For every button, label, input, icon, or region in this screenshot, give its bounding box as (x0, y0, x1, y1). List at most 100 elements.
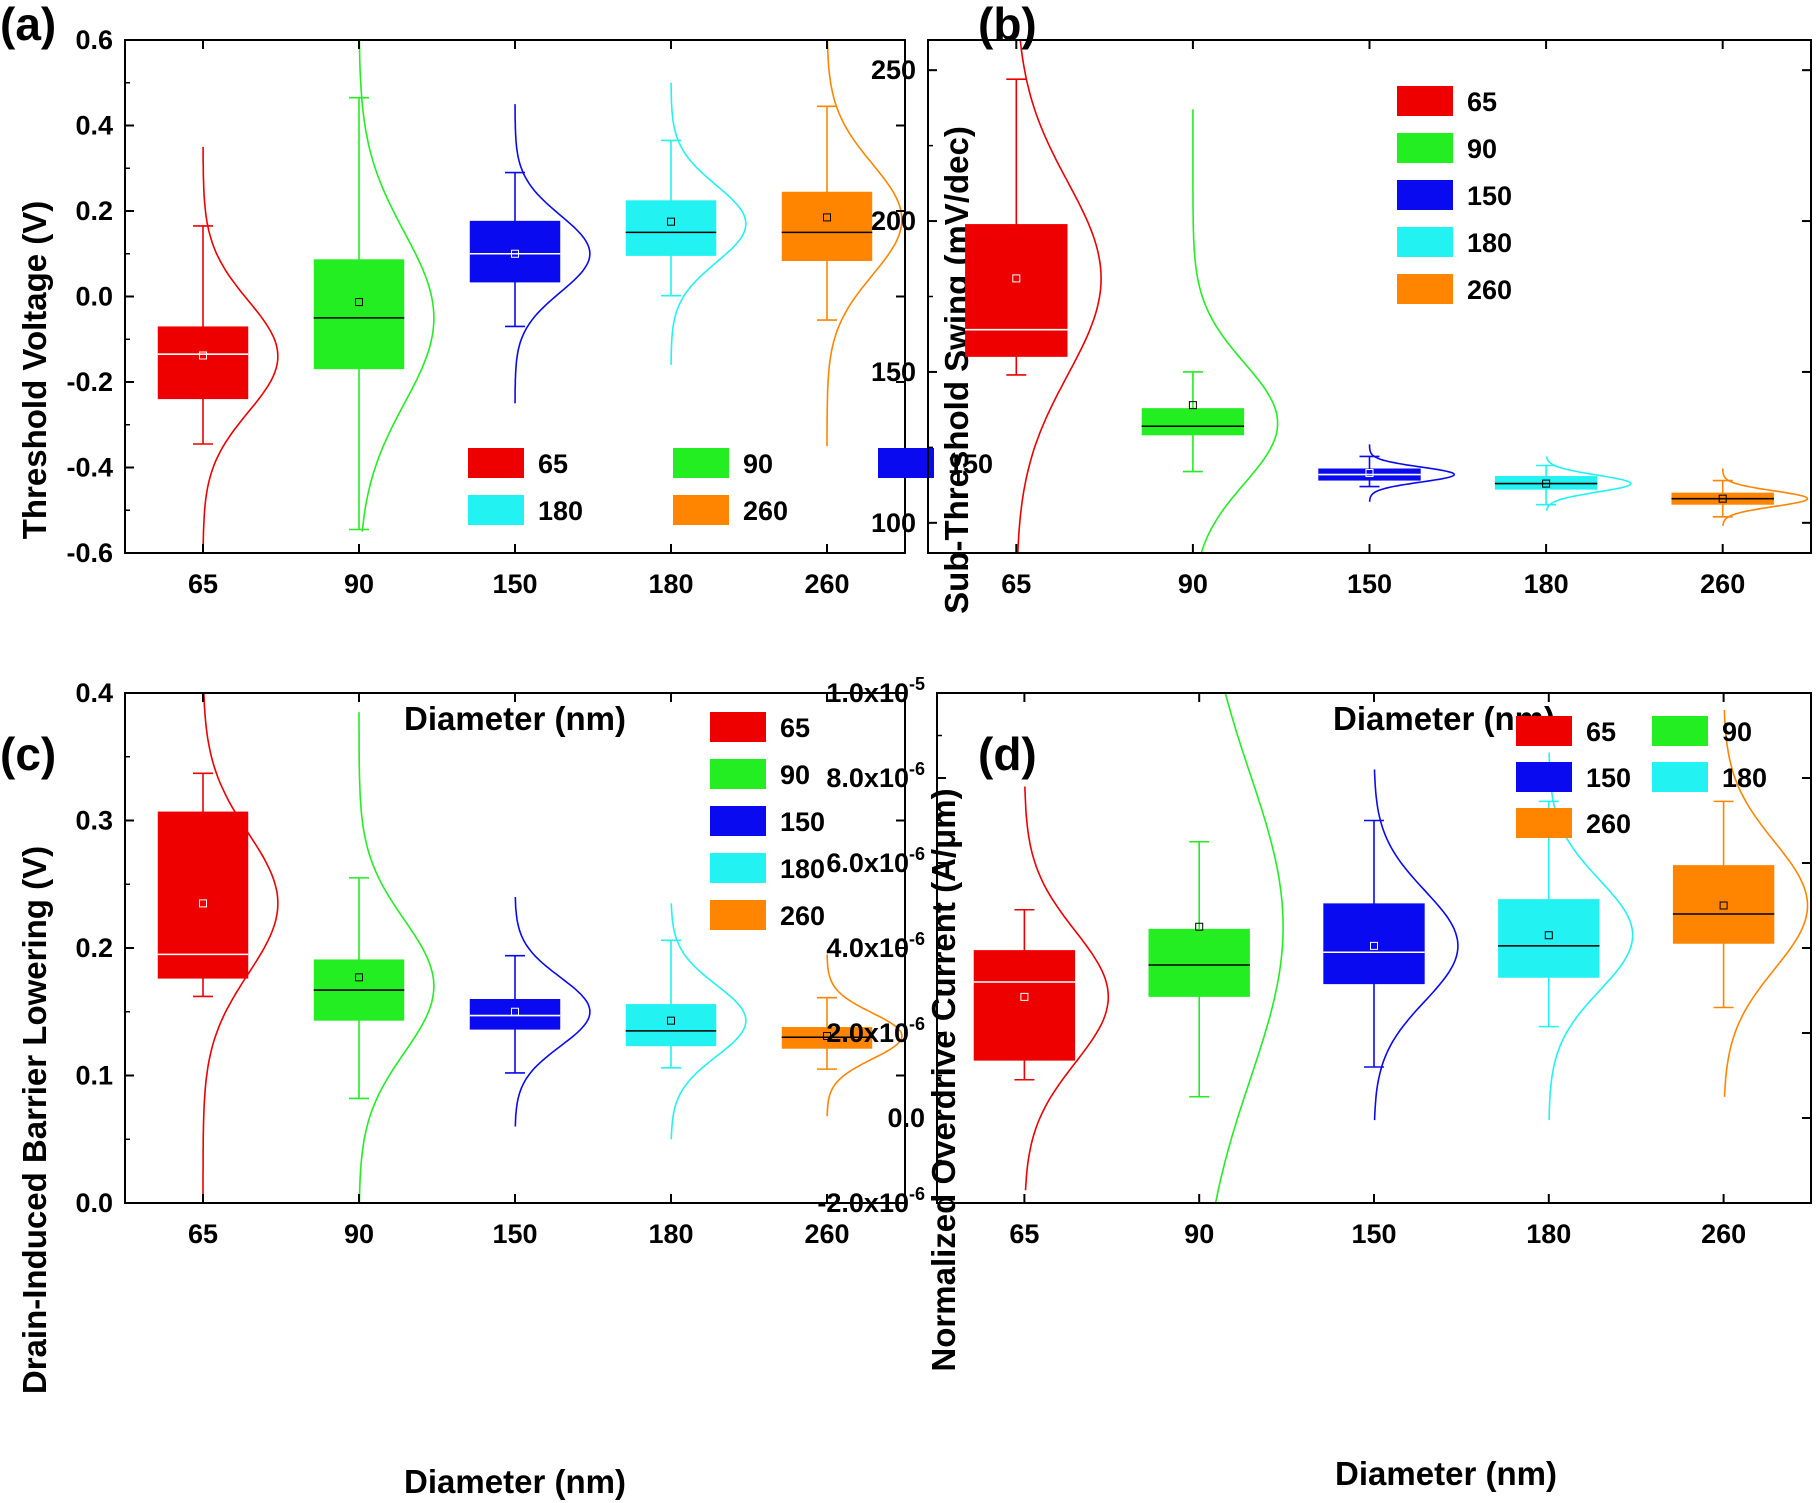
series-65 (157, 693, 279, 1203)
legend-swatch-150 (1516, 762, 1572, 792)
legend-item-90: 90 (1397, 133, 1497, 164)
mean-marker-180 (1544, 931, 1553, 940)
x-tick-label: 180 (1526, 1219, 1571, 1249)
mean-marker-180 (667, 1016, 675, 1025)
x-tick-label: 65 (1001, 569, 1031, 599)
legend-item-180: 180 (710, 853, 825, 884)
legend-item-260: 260 (1516, 808, 1631, 839)
x-axis-title-a: Diameter (nm) (404, 700, 626, 737)
legend-label-90: 90 (780, 760, 810, 790)
y-tick-label: 2.0x10-6 (826, 1014, 925, 1048)
box-65 (157, 326, 249, 400)
legend-label-150: 150 (780, 807, 825, 837)
y-tick-label: 200 (871, 206, 916, 236)
legend-item-65: 65 (1516, 716, 1616, 747)
panel-c: (c) Drain-Induced Barrier Lowering (V) D… (0, 678, 906, 1500)
x-tick-label: 150 (1351, 1219, 1396, 1249)
legend-item-65: 65 (710, 712, 810, 743)
y-tick-label-exponent: -6 (909, 1014, 925, 1034)
mean-marker-90 (1195, 922, 1204, 931)
y-tick-label: -0.4 (66, 453, 113, 483)
mean-marker-65 (1012, 274, 1021, 283)
legend-swatch-150 (878, 448, 934, 478)
distribution-curve-150 (514, 104, 591, 404)
panel-a: (a) Threshold Voltage (V) Diameter (nm) … (0, 0, 993, 737)
y-tick-label: 150 (871, 357, 916, 387)
box-180 (625, 1004, 717, 1047)
y-tick-label: 0.3 (75, 806, 113, 836)
distribution-curve-90 (358, 40, 435, 532)
y-tick-label: -2.0x10-6 (817, 1184, 925, 1218)
legend-swatch-90 (673, 448, 729, 478)
legend-item-260: 260 (673, 495, 788, 526)
series-150 (469, 104, 591, 404)
legend-item-65: 65 (1397, 86, 1497, 117)
distribution-curve-260 (826, 40, 903, 447)
legend-item-65: 65 (468, 448, 568, 479)
legend-label-180: 180 (538, 496, 583, 526)
distribution-curve-150 (1373, 769, 1459, 1121)
box-150 (469, 999, 561, 1030)
x-tick-label: 180 (1524, 569, 1569, 599)
box-260 (781, 191, 873, 262)
distribution-curve-65 (202, 693, 279, 1203)
mean-marker-65 (1020, 992, 1029, 1001)
series-90 (313, 712, 435, 1203)
box-150 (1323, 903, 1425, 985)
panel-label-c: (c) (0, 728, 56, 780)
legend-label-90: 90 (743, 449, 773, 479)
mean-marker-150 (1365, 469, 1374, 478)
x-tick-label: 260 (804, 1219, 849, 1249)
legend: 65 90 150 180 260 (1516, 716, 1767, 839)
legend-swatch-180 (1397, 227, 1453, 257)
legend-swatch-180 (1652, 762, 1708, 792)
legend-label-180: 180 (1722, 763, 1767, 793)
panel-label-a: (a) (0, 0, 56, 50)
legend-label-260: 260 (743, 496, 788, 526)
distribution-curve-90 (1214, 693, 1284, 1203)
legend-swatch-90 (1652, 716, 1708, 746)
mean-marker-260 (1718, 494, 1727, 503)
distribution-curve-150 (1368, 444, 1456, 502)
legend-swatch-65 (710, 712, 766, 742)
box-180 (625, 200, 717, 256)
y-tick-label: 0.4 (75, 678, 113, 708)
mean-marker-150 (511, 1007, 519, 1016)
y-axis-title-c: Drain-Induced Barrier Lowering (V) (16, 846, 53, 1394)
x-tick-label: 150 (492, 569, 537, 599)
legend-swatch-90 (1397, 133, 1453, 163)
legend-swatch-260 (673, 495, 729, 525)
y-tick-label: 0.1 (75, 1061, 113, 1091)
legend-swatch-90 (710, 759, 766, 789)
legend-item-180: 180 (1397, 227, 1512, 258)
series-260 (1671, 468, 1809, 526)
legend-label-65: 65 (1586, 717, 1616, 747)
mean-marker-65 (199, 899, 207, 908)
y-tick-label: 8.0x10-6 (826, 759, 925, 793)
legend-swatch-180 (468, 495, 524, 525)
x-tick-label: 90 (1184, 1219, 1214, 1249)
legend-label-90: 90 (1722, 717, 1752, 747)
series-260 (1672, 709, 1809, 1097)
box-65 (965, 224, 1068, 357)
y-tick-label: -0.6 (66, 538, 113, 568)
y-tick-label: 250 (871, 55, 916, 85)
y-tick-label: 0.4 (75, 111, 113, 141)
y-tick-label: 0.2 (75, 196, 113, 226)
series-260 (781, 954, 903, 1117)
mean-marker-260 (823, 213, 831, 222)
y-tick-label: 1.0x10-5 (826, 674, 925, 708)
panel-label-b: (b) (978, 0, 1037, 50)
y-tick-label-exponent: -6 (909, 1184, 925, 1204)
x-tick-label: 65 (1009, 1219, 1039, 1249)
legend-label-150: 150 (1467, 181, 1512, 211)
mean-marker-180 (1542, 479, 1551, 488)
legend: 65 90 150 180 260 (468, 448, 993, 526)
y-tick-label-exponent: -5 (909, 674, 925, 694)
legend-item-260: 260 (1397, 274, 1512, 305)
y-tick-label: 6.0x10-6 (826, 844, 925, 878)
legend-swatch-260 (1397, 274, 1453, 304)
legend-swatch-260 (1516, 808, 1572, 838)
mean-marker-180 (667, 217, 675, 226)
